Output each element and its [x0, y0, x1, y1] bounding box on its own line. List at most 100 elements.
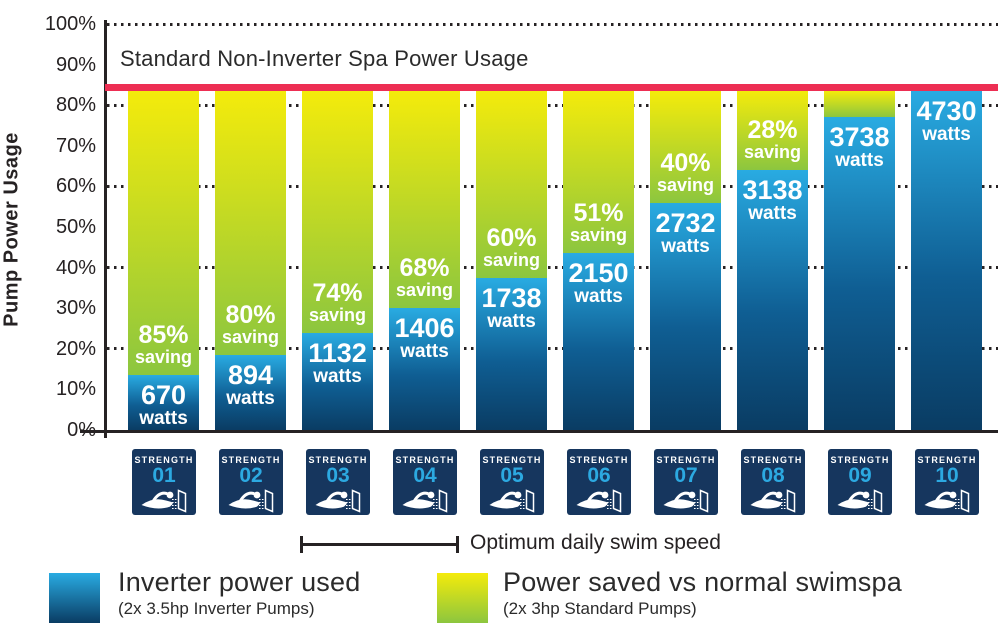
standard-usage-line — [105, 84, 998, 91]
y-tick-label: 30% — [55, 297, 96, 320]
saving-percent: 28% — [747, 116, 798, 145]
legend-label-saved: Power saved vs normal swimspa — [503, 567, 902, 597]
strength-badge-03: STRENGTH 03 — [306, 449, 370, 515]
strength-badge-02: STRENGTH 02 — [219, 449, 283, 515]
strength-badge-06: STRENGTH 06 — [567, 449, 631, 515]
y-tick-label: 20% — [55, 337, 96, 360]
strength-badge-10: STRENGTH 10 — [915, 449, 979, 515]
saving-percent: 85% — [138, 321, 189, 350]
saving-word: saving — [221, 327, 280, 347]
swimmer-jet-icon — [314, 488, 362, 518]
standard-usage-label: Standard Non-Inverter Spa Power Usage — [120, 46, 529, 71]
watts-word: watts — [922, 124, 971, 145]
legend-sublabel-saved: (2x 3hp Standard Pumps) — [503, 599, 697, 618]
gridline-80pct — [107, 103, 998, 107]
saving-percent: 51% — [573, 199, 624, 228]
optimum-speed-label: Optimum daily swim speed — [470, 531, 721, 554]
y-tick-label: 70% — [55, 134, 96, 157]
strength-word: STRENGTH — [743, 455, 803, 465]
swimmer-jet-icon — [749, 488, 797, 518]
watts-value: 3738 — [829, 122, 890, 152]
y-tick-label: 90% — [55, 53, 96, 76]
legend-swatch-inverter — [49, 573, 100, 623]
swimmer-jet-icon — [488, 488, 536, 518]
strength-number: 04 — [413, 464, 437, 487]
legend-sublabel-inverter: (2x 3.5hp Inverter Pumps) — [118, 599, 315, 618]
strength-number: 02 — [239, 464, 263, 487]
saving-percent: 40% — [660, 149, 711, 178]
saving-word: saving — [395, 280, 454, 300]
swimmer-jet-icon — [575, 488, 623, 518]
swimmer-jet-icon — [227, 488, 275, 518]
watts-value: 894 — [227, 360, 274, 390]
swimmer-jet-icon — [401, 488, 449, 518]
y-tick-label: 40% — [55, 256, 96, 279]
saving-percent: 74% — [312, 279, 363, 308]
saving-segment: 74% saving — [302, 91, 373, 333]
strength-number: 08 — [761, 464, 785, 487]
saving-percent: 80% — [225, 301, 276, 330]
usage-segment: 3138 watts — [737, 170, 808, 430]
watts-word: watts — [748, 203, 797, 224]
strength-word: STRENGTH — [917, 455, 977, 465]
plot-area: 85% saving 670 watts 80% saving 894 watts 74% sav… — [105, 22, 998, 430]
strength-word: STRENGTH — [134, 455, 194, 465]
usage-segment: 894 watts — [215, 355, 286, 430]
strength-number: 06 — [587, 464, 611, 487]
usage-segment: 2150 watts — [563, 253, 634, 430]
usage-segment: 1738 watts — [476, 278, 547, 430]
strength-word: STRENGTH — [308, 455, 368, 465]
saving-segment: 68% saving — [389, 91, 460, 308]
watts-word: watts — [226, 388, 275, 409]
y-tick-label: 10% — [55, 378, 96, 401]
strength-word: STRENGTH — [221, 455, 281, 465]
swimmer-jet-icon — [662, 488, 710, 518]
watts-value: 1406 — [394, 313, 455, 343]
saving-segment: 85% saving — [128, 91, 199, 375]
usage-segment: 3738 watts — [824, 117, 895, 430]
watts-value: 1132 — [308, 338, 367, 368]
watts-value: 1738 — [481, 283, 542, 313]
swimmer-jet-icon — [140, 488, 188, 518]
watts-word: watts — [400, 341, 449, 362]
saving-segment: 51% saving — [563, 91, 634, 253]
strength-word: STRENGTH — [656, 455, 716, 465]
saving-word: saving — [743, 142, 802, 162]
strength-badge-05: STRENGTH 05 — [480, 449, 544, 515]
strength-number: 05 — [500, 464, 524, 487]
watts-word: watts — [574, 286, 623, 307]
y-axis-line — [104, 20, 107, 438]
watts-word: watts — [661, 236, 710, 257]
watts-value: 670 — [140, 380, 187, 410]
y-tick-label: 80% — [55, 94, 96, 117]
usage-segment: 1132 watts — [302, 333, 373, 430]
watts-value: 3138 — [742, 175, 803, 205]
watts-word: watts — [835, 150, 884, 171]
usage-segment: 1406 watts — [389, 308, 460, 430]
gridline-40pct — [107, 266, 998, 270]
swimmer-jet-icon — [836, 488, 884, 518]
strength-badge-08: STRENGTH 08 — [741, 449, 805, 515]
strength-word: STRENGTH — [395, 455, 455, 465]
strength-number: 09 — [848, 464, 872, 487]
strength-word: STRENGTH — [482, 455, 542, 465]
strength-number: 10 — [935, 464, 959, 487]
strength-number: 07 — [674, 464, 698, 487]
y-tick-label: 50% — [55, 216, 96, 238]
saving-word: saving — [569, 225, 628, 245]
usage-segment: 670 watts — [128, 375, 199, 430]
bracket-cap-left — [300, 536, 303, 553]
watts-value: 2732 — [655, 208, 716, 238]
watts-word: watts — [313, 366, 362, 387]
gridline-100pct — [107, 22, 998, 26]
strength-number: 01 — [152, 464, 176, 487]
saving-word: saving — [308, 305, 367, 325]
strength-badge-07: STRENGTH 07 — [654, 449, 718, 515]
bracket-cap-right — [456, 536, 459, 553]
x-axis-line — [80, 430, 998, 433]
saving-word: saving — [482, 250, 541, 270]
watts-word: watts — [139, 408, 188, 429]
saving-segment: 80% saving — [215, 91, 286, 355]
strength-word: STRENGTH — [569, 455, 629, 465]
